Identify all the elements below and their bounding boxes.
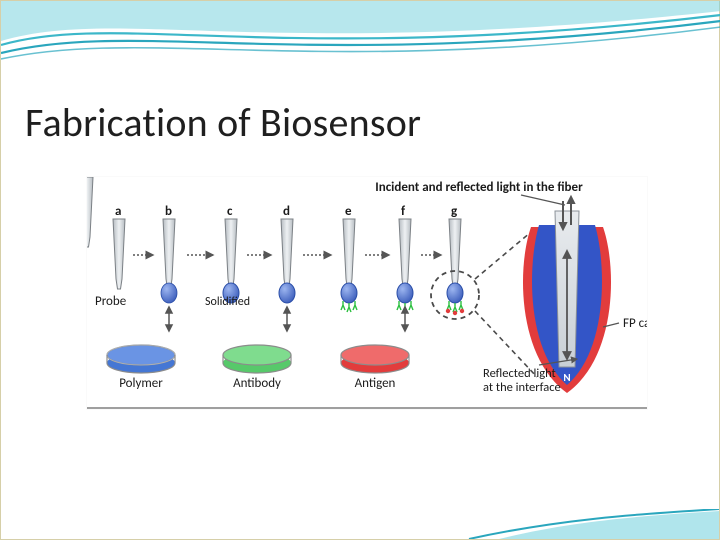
slide: Fabrication of Biosensor bbox=[0, 0, 720, 540]
fabrication-diagram: Incident and reflected light in the fibe… bbox=[87, 177, 647, 407]
caption-top: Incident and reflected light in the fibe… bbox=[375, 180, 583, 195]
stage-d: d bbox=[283, 204, 290, 219]
dip-arrow-d bbox=[284, 307, 290, 331]
label-antibody: Antibody bbox=[233, 376, 281, 391]
probe-a bbox=[113, 219, 125, 289]
enlarged-view: N bbox=[523, 197, 611, 393]
figure: Incident and reflected light in the fibe… bbox=[87, 177, 647, 409]
probe-d bbox=[279, 219, 295, 303]
label-fp-cavity: FP cavity bbox=[623, 316, 647, 331]
label-reflected: Reflected light at the interface bbox=[483, 366, 561, 395]
probe-e bbox=[341, 219, 357, 312]
stage-g: g bbox=[451, 204, 458, 219]
stage-c: c bbox=[227, 204, 233, 219]
dish-polymer bbox=[107, 345, 175, 373]
svg-text:N: N bbox=[563, 371, 570, 384]
stage-e: e bbox=[345, 204, 352, 219]
label-polymer: Polymer bbox=[119, 376, 163, 391]
slide-title: Fabrication of Biosensor bbox=[25, 98, 421, 147]
bottom-swoosh-decor bbox=[0, 509, 719, 539]
top-wave-decor bbox=[1, 1, 720, 81]
probe-b bbox=[161, 219, 177, 303]
dish-antigen bbox=[341, 345, 409, 373]
label-solidified: Solidified bbox=[205, 295, 250, 309]
stage-a: a bbox=[115, 204, 121, 219]
label-probe: Probe bbox=[95, 294, 126, 309]
stage-letters: a b c d e f g bbox=[115, 204, 458, 219]
label-antigen: Antigen bbox=[355, 376, 396, 391]
dip-arrow-b bbox=[166, 307, 172, 331]
leader-caption bbox=[521, 195, 565, 205]
dip-arrow-f bbox=[402, 307, 408, 331]
probe-g bbox=[446, 219, 464, 315]
stage-b: b bbox=[165, 204, 172, 219]
dish-antibody bbox=[223, 345, 291, 373]
probe-f bbox=[397, 219, 413, 312]
probe-c bbox=[223, 219, 239, 303]
stage-f: f bbox=[401, 204, 406, 219]
